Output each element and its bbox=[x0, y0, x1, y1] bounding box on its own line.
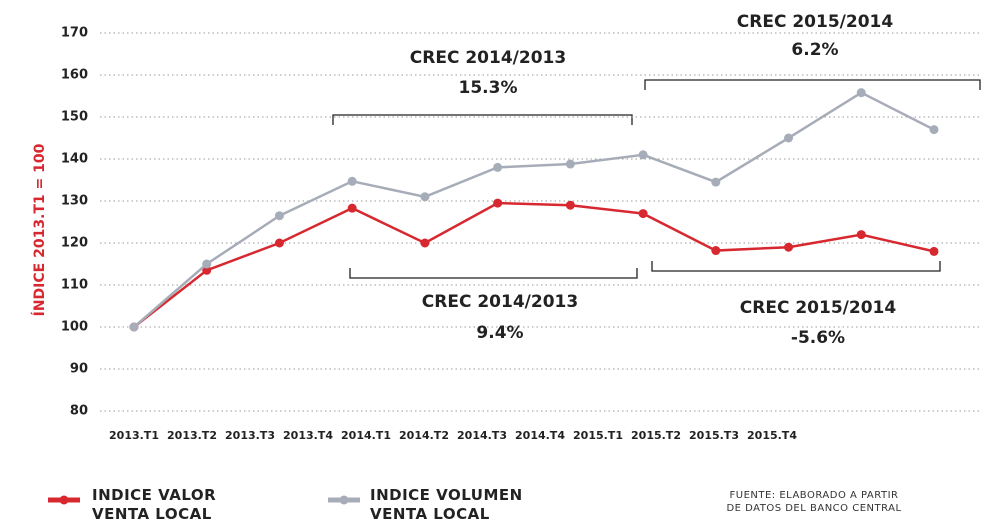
data-point bbox=[711, 177, 721, 187]
y-axis-label: ÍNDICE 2013.T1 = 100 bbox=[31, 143, 48, 316]
data-point bbox=[129, 322, 139, 332]
x-tick-label: 2014.T2 bbox=[399, 429, 449, 442]
x-tick-label: 2015.T1 bbox=[573, 429, 623, 442]
source-note: FUENTE: ELABORADO A PARTIR DE DATOS DEL … bbox=[726, 490, 902, 514]
bracket bbox=[644, 79, 981, 90]
legend-swatch bbox=[59, 495, 69, 505]
data-point bbox=[347, 176, 357, 186]
data-point bbox=[711, 246, 721, 256]
annotation-value: 15.3% bbox=[459, 78, 518, 98]
y-tick-label: 160 bbox=[61, 68, 88, 83]
annotation-label: CREC 2014/2013 bbox=[422, 292, 578, 312]
x-tick-label: 2013.T4 bbox=[283, 429, 333, 442]
bracket bbox=[651, 261, 941, 272]
legend-label: INDICE VOLUMEN VENTA LOCAL bbox=[370, 486, 523, 523]
data-point bbox=[929, 125, 939, 135]
y-tick-label: 90 bbox=[70, 362, 88, 377]
annotation-value: 6.2% bbox=[791, 40, 838, 60]
legend-label: INDICE VALOR VENTA LOCAL bbox=[92, 486, 217, 523]
annotation-value: 9.4% bbox=[476, 323, 523, 343]
y-tick-label: 110 bbox=[61, 278, 88, 293]
y-tick-label: 120 bbox=[61, 236, 88, 251]
data-point bbox=[784, 242, 794, 252]
x-tick-label: 2014.T1 bbox=[341, 429, 391, 442]
annotation-label: CREC 2015/2014 bbox=[737, 12, 894, 32]
data-point bbox=[638, 209, 648, 219]
data-point bbox=[274, 238, 284, 248]
x-tick-label: 2014.T3 bbox=[457, 429, 507, 442]
data-point bbox=[202, 259, 212, 269]
series-line bbox=[133, 201, 935, 328]
x-tick-label: 2013.T3 bbox=[225, 429, 275, 442]
data-point bbox=[856, 230, 866, 240]
data-point bbox=[274, 211, 284, 221]
x-tick-label: 2014.T4 bbox=[515, 429, 565, 442]
data-point bbox=[856, 88, 866, 98]
x-tick-label: 2013.T1 bbox=[109, 429, 159, 442]
y-tick-label: 80 bbox=[70, 404, 88, 419]
data-point bbox=[784, 133, 794, 143]
annotation-label: CREC 2014/2013 bbox=[410, 48, 566, 68]
y-tick-label: 130 bbox=[61, 194, 88, 209]
x-tick-label: 2013.T2 bbox=[167, 429, 217, 442]
annotation-value: -5.6% bbox=[791, 328, 845, 348]
data-point bbox=[202, 265, 212, 275]
data-point bbox=[493, 198, 503, 208]
legend-swatch bbox=[339, 495, 349, 505]
y-tick-label: 100 bbox=[61, 320, 88, 335]
series-line bbox=[133, 91, 935, 328]
data-point bbox=[565, 159, 575, 169]
y-tick-label: 170 bbox=[61, 26, 88, 41]
data-point bbox=[347, 203, 357, 213]
data-point bbox=[638, 150, 648, 160]
x-tick-label: 2015.T4 bbox=[747, 429, 797, 442]
x-tick-label: 2015.T2 bbox=[631, 429, 681, 442]
x-tick-label: 2015.T3 bbox=[689, 429, 739, 442]
data-point bbox=[493, 162, 503, 172]
data-point bbox=[929, 246, 939, 256]
data-point bbox=[420, 192, 430, 202]
y-tick-label: 140 bbox=[61, 152, 88, 167]
annotation-label: CREC 2015/2014 bbox=[740, 298, 897, 318]
y-tick-label: 150 bbox=[61, 110, 88, 125]
data-point bbox=[420, 238, 430, 248]
bracket bbox=[349, 268, 638, 279]
data-point bbox=[565, 200, 575, 210]
bracket bbox=[332, 114, 633, 125]
